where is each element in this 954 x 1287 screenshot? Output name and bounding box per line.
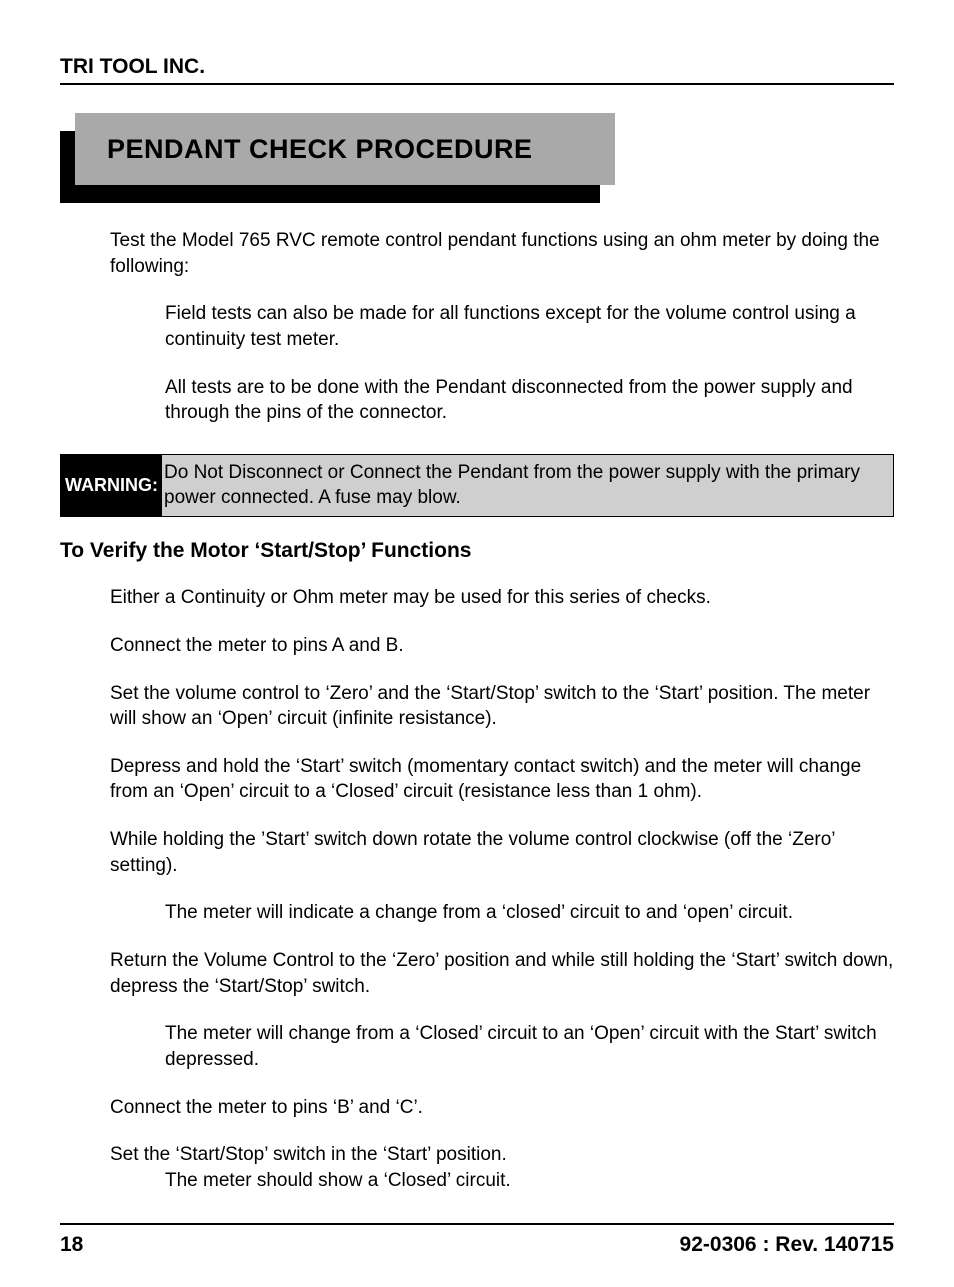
company-header: TRI TOOL INC. — [60, 55, 894, 85]
step-5a: The meter will indicate a change from a … — [165, 900, 894, 926]
step-6a: The meter will change from a ‘Closed’ ci… — [165, 1021, 894, 1072]
subheading: To Verify the Motor ‘Start/Stop’ Functio… — [60, 539, 894, 563]
warning-block: WARNING: Do Not Disconnect or Connect th… — [60, 454, 894, 517]
doc-revision: 92-0306 : Rev. 140715 — [680, 1233, 894, 1257]
step-8a: The meter should show a ‘Closed’ circuit… — [165, 1168, 894, 1194]
section-title-container: PENDANT CHECK PROCEDURE — [60, 113, 894, 198]
step-7: Connect the meter to pins ‘B’ and ‘C’. — [110, 1095, 894, 1121]
step-3: Set the volume control to ‘Zero’ and the… — [110, 681, 894, 732]
intro-sub-1: Field tests can also be made for all fun… — [165, 301, 884, 352]
intro-sub-2: All tests are to be done with the Pendan… — [165, 375, 884, 426]
document-page: TRI TOOL INC. PENDANT CHECK PROCEDURE Te… — [0, 0, 954, 1287]
step-6: Return the Volume Control to the ‘Zero’ … — [110, 948, 894, 999]
step-5: While holding the ’Start’ switch down ro… — [110, 827, 894, 878]
warning-label: WARNING: — [61, 455, 162, 516]
step-8: Set the ‘Start/Stop’ switch in the ‘Star… — [110, 1142, 894, 1168]
page-footer: 18 92-0306 : Rev. 140715 — [60, 1223, 894, 1257]
step-2: Connect the meter to pins A and B. — [110, 633, 894, 659]
warning-text: Do Not Disconnect or Connect the Pendant… — [162, 455, 893, 516]
step-1: Either a Continuity or Ohm meter may be … — [110, 585, 894, 611]
intro-paragraph: Test the Model 765 RVC remote control pe… — [110, 228, 884, 279]
section-title: PENDANT CHECK PROCEDURE — [75, 113, 615, 185]
step-4: Depress and hold the ‘Start’ switch (mom… — [110, 754, 894, 805]
page-number: 18 — [60, 1233, 83, 1257]
